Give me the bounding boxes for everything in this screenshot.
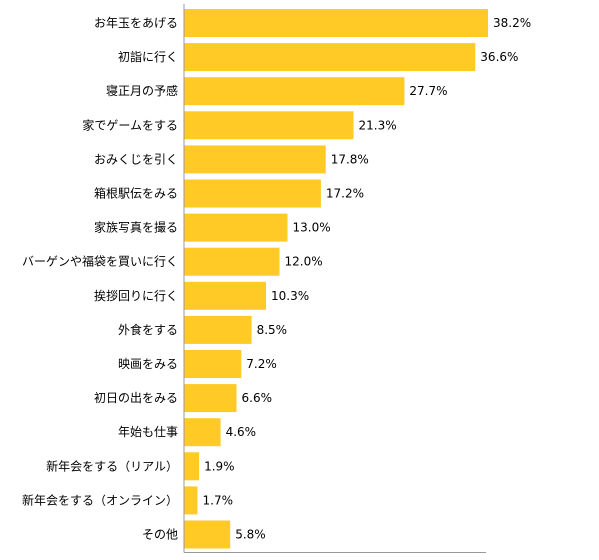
bar [184,213,288,242]
value-label: 7.2% [246,357,276,371]
bar [184,145,326,174]
category-label: その他 [142,528,178,542]
category-label: 家でゲームをする [82,117,178,132]
value-labels-layer: 38.2% 36.6% 27.7% 21.3% 17.8% 17.2% 13.0% 12.0%… [203,16,532,542]
bar [184,486,198,515]
bar [184,111,354,140]
bar [184,350,242,378]
bars-layer [184,9,488,549]
value-label: 38.2% [493,16,531,30]
category-label: 新年会をする（オンライン） [22,492,178,507]
bar [184,520,231,549]
value-label: 1.9% [204,459,235,473]
category-label: 挨拶回りに行く [94,288,178,303]
category-label: お年玉をあげる [94,16,178,30]
value-label: 17.8% [331,152,369,166]
value-label: 21.3% [359,118,397,132]
bar [184,77,405,106]
category-label: 初日の出をみる [94,391,178,405]
category-label: 寝正月の予感 [106,83,178,98]
bar [184,384,237,413]
bar [184,179,321,208]
value-label: 1.7% [203,493,234,507]
value-label: 12.0% [285,255,323,269]
value-label: 10.3% [271,289,309,303]
bar [184,9,488,37]
value-label: 5.8% [235,528,266,542]
category-label: 新年会をする（リアル） [46,458,178,473]
axis-layer [183,4,486,553]
category-label: 外食をする [118,322,178,337]
value-label: 8.5% [257,323,288,337]
value-label: 27.7% [409,84,447,98]
bar [184,452,200,481]
value-label: 6.6% [242,391,273,405]
bar [184,247,280,276]
category-label: 年始も仕事 [118,425,178,439]
bar [184,281,266,310]
value-label: 13.0% [293,221,331,235]
category-label: バーゲンや福袋を買いに行く [22,254,178,269]
category-labels-layer: お年玉をあげる初詣に行く寝正月の予感家でゲームをするおみくじを引く箱根駅伝をみる… [22,16,178,542]
bar [184,315,252,344]
category-label: 初詣に行く [118,50,178,64]
category-label: 家族写真を撮る [94,220,178,235]
value-label: 17.2% [326,187,364,201]
value-label: 36.6% [480,50,518,64]
category-label: 箱根駅伝をみる [94,186,178,201]
category-label: おみくじを引く [94,152,178,166]
bar [184,418,221,447]
category-label: 映画をみる [118,357,178,371]
value-label: 4.6% [226,425,257,439]
bar [184,43,476,72]
